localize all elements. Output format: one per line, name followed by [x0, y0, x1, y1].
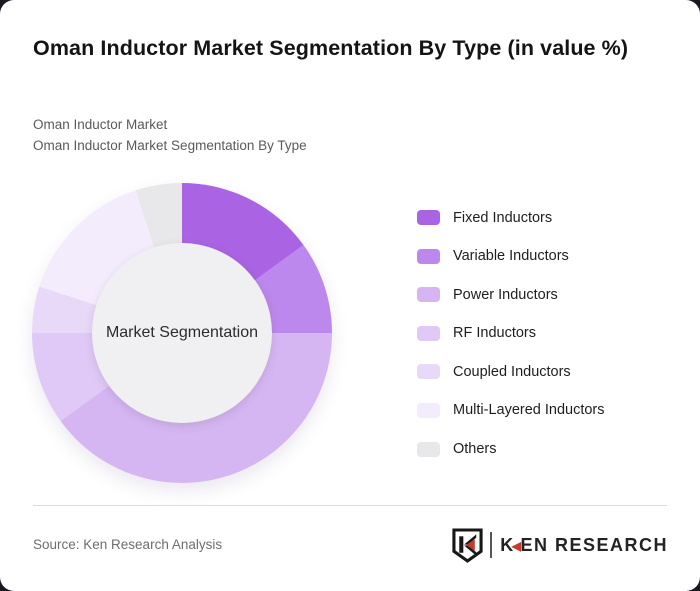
logo-wordmark: K◀EN RESEARCH [500, 534, 668, 555]
subtitle-market: Oman Inductor Market [33, 117, 168, 132]
legend-swatch [417, 441, 440, 457]
legend-label: Power Inductors [453, 286, 558, 303]
legend-item-coupled-inductors: Coupled Inductors [417, 363, 605, 380]
legend-swatch [417, 248, 440, 264]
legend-label: RF Inductors [453, 325, 536, 342]
legend-item-rf-inductors: RF Inductors [417, 325, 605, 342]
legend-swatch [417, 210, 440, 225]
legend-swatch [417, 287, 440, 303]
chart-legend: Fixed Inductors Variable Inductors Power… [417, 210, 605, 480]
legend-swatch [417, 325, 440, 341]
legend-item-variable-inductors: Variable Inductors [417, 248, 605, 265]
shield-k-icon [452, 527, 483, 563]
legend-item-fixed-inductors: Fixed Inductors [417, 209, 605, 226]
legend-swatch [417, 402, 440, 418]
legend-label: Coupled Inductors [453, 363, 571, 380]
legend-label: Others [453, 441, 497, 458]
legend-item-others: Others [417, 441, 605, 458]
ken-research-logo: K◀EN RESEARCH [452, 527, 668, 563]
subtitle-segmentation: Oman Inductor Market Segmentation By Typ… [33, 138, 307, 153]
legend-swatch [417, 364, 440, 380]
footer-divider [33, 505, 667, 506]
legend-item-multi-layered-inductors: Multi-Layered Inductors [417, 402, 605, 419]
legend-label: Fixed Inductors [453, 209, 553, 226]
page-title: Oman Inductor Market Segmentation By Typ… [33, 36, 629, 60]
legend-label: Multi-Layered Inductors [453, 402, 605, 419]
legend-item-power-inductors: Power Inductors [417, 286, 605, 303]
legend-label: Variable Inductors [453, 248, 569, 265]
red-triangle-icon: ◀ [511, 538, 523, 553]
donut-center-label: Market Segmentation [105, 324, 259, 341]
donut-chart-area: Market Segmentation [32, 183, 332, 483]
source-note: Source: Ken Research Analysis [33, 537, 223, 552]
donut-center: Market Segmentation [92, 243, 272, 423]
logo-separator [490, 532, 493, 558]
